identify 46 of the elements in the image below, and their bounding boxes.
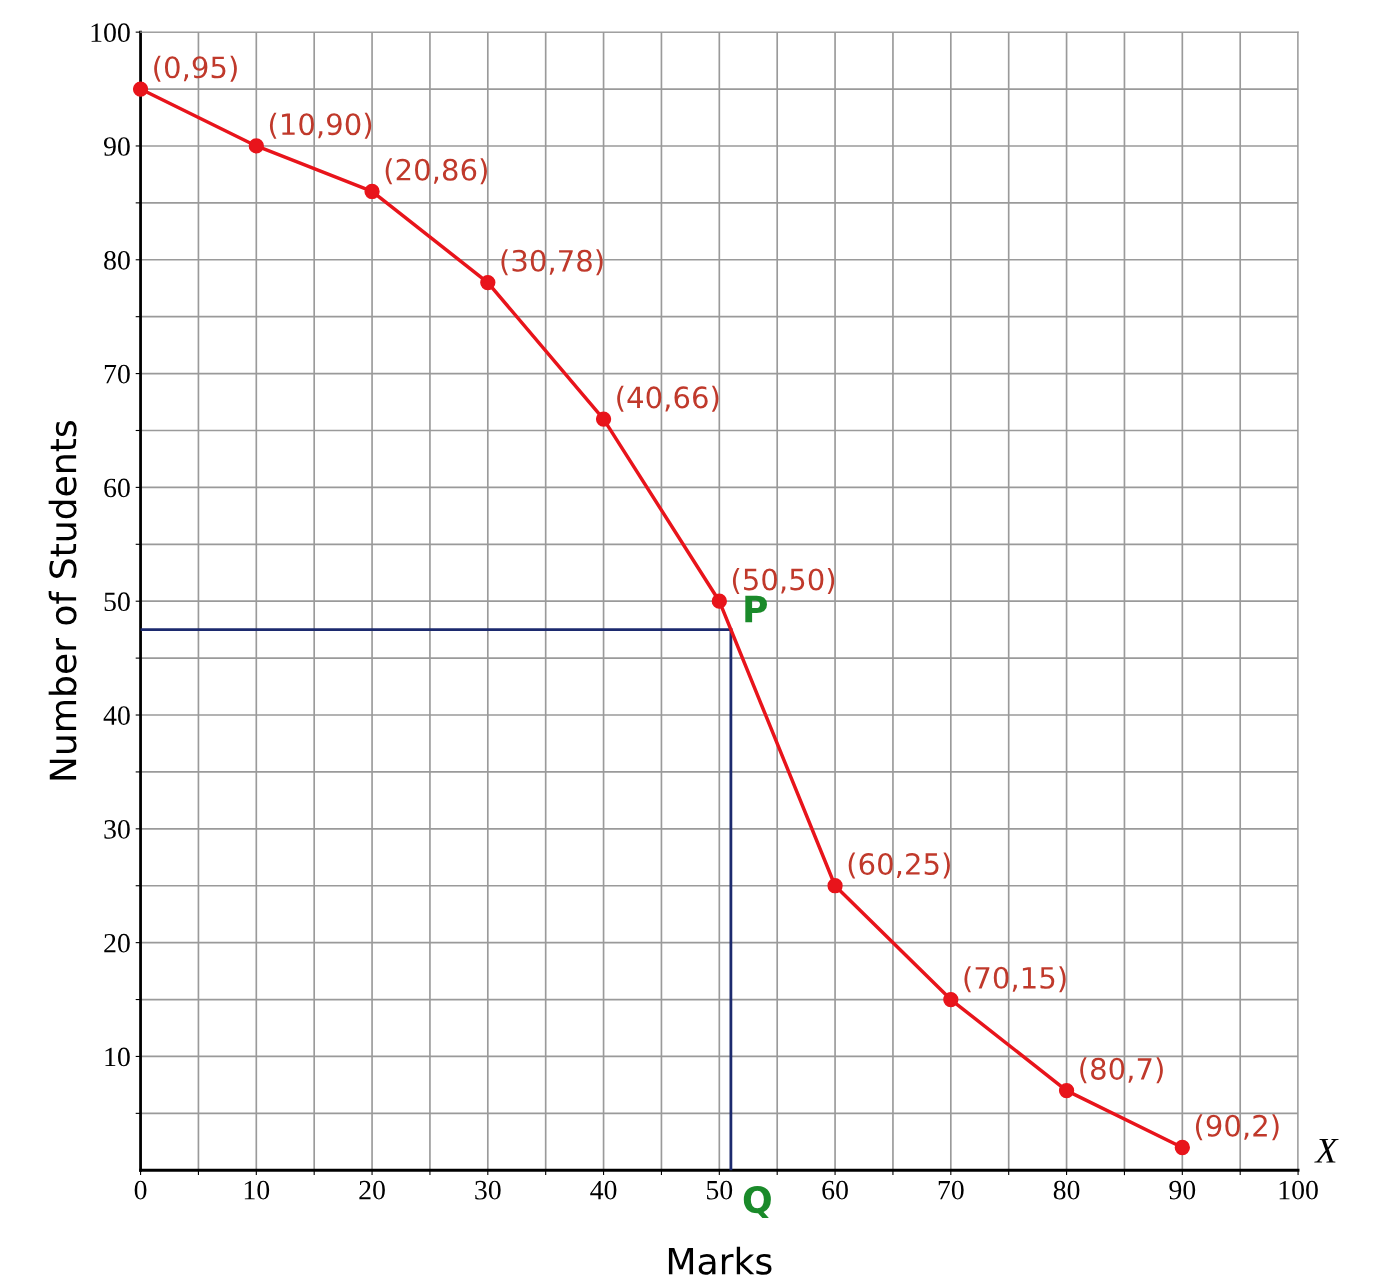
- x-tick-label: 100: [1279, 1180, 1318, 1200]
- annotation: (20,86): [385, 158, 487, 185]
- annotation: (60,25): [848, 852, 950, 879]
- annotation: P: [745, 595, 767, 623]
- annotation: (30,78): [501, 249, 603, 276]
- annotation: (10,90): [269, 112, 372, 139]
- point: [1058, 1082, 1075, 1099]
- x-tick-label: 90: [1169, 1180, 1196, 1200]
- y-tick-label: 40: [103, 706, 130, 725]
- text: X: [1314, 1138, 1339, 1163]
- x-tick-label: 60: [822, 1180, 848, 1200]
- y-tick-label: 30: [104, 819, 130, 839]
- x-tick-label: 50: [707, 1180, 733, 1200]
- x-axis-title: Marks: [668, 1246, 772, 1275]
- annotation: (70,15): [964, 966, 1066, 993]
- point: [248, 138, 264, 154]
- y-tick-label: 90: [103, 137, 130, 156]
- x-tick-label: 80: [1053, 1180, 1080, 1200]
- y-tick-label: 20: [104, 933, 130, 953]
- y-tick-label: 80: [104, 250, 130, 270]
- y-tick-label: 70: [104, 364, 130, 384]
- y-tick-label: 10: [105, 1047, 130, 1067]
- point: [1174, 1139, 1190, 1156]
- x-tick-label: 40: [590, 1180, 617, 1200]
- annotation: (0,95): [154, 55, 237, 82]
- x-tick-label: 10: [244, 1180, 270, 1200]
- point: [480, 274, 496, 291]
- point: [711, 593, 727, 609]
- x-tick-label: 70: [938, 1180, 964, 1200]
- annotation: Q: [743, 1185, 771, 1219]
- x-tick-label: 20: [359, 1180, 385, 1200]
- point: [827, 878, 843, 894]
- annotation: (40,66): [617, 385, 719, 412]
- x-tick-label: 0: [134, 1180, 147, 1200]
- x-tick-label: 30: [475, 1180, 501, 1200]
- point: [364, 183, 380, 200]
- annotation: (90,2): [1195, 1114, 1279, 1141]
- point: [132, 81, 149, 97]
- point: [595, 411, 612, 427]
- point: [943, 991, 959, 1008]
- y-axis-title: Number of Students: [48, 421, 77, 780]
- annotation: (80,7): [1080, 1057, 1163, 1084]
- y-tick-label: 50: [104, 592, 130, 612]
- y-tick-label: 100: [91, 23, 130, 43]
- annotation: (50,50): [732, 567, 835, 594]
- y-tick-label: 60: [104, 478, 130, 498]
